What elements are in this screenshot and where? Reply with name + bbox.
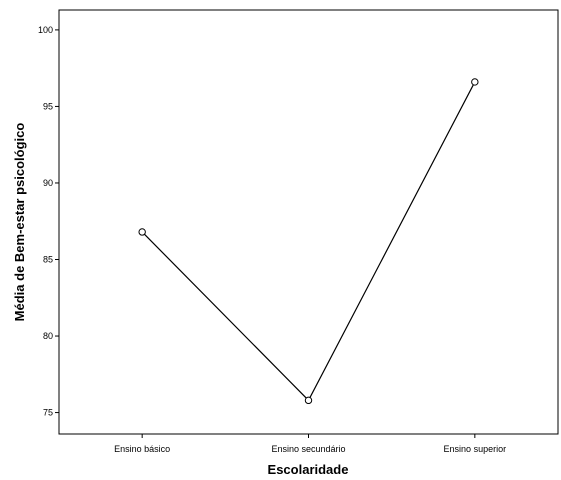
y-tick-label: 85 [43,255,53,265]
y-axis: 75 80 85 90 95 100 [38,25,59,418]
series-path [141,81,476,402]
y-tick-label: 75 [43,408,53,418]
x-axis-title: Escolaridade [268,462,349,477]
data-point [138,228,146,236]
data-point [304,396,313,405]
y-tick-label: 95 [43,101,53,111]
series-line [138,78,479,405]
data-point [471,78,479,86]
x-tick-label: Ensino superior [444,444,507,454]
y-axis-title: Média de Bem-estar psicológico [12,123,27,322]
y-tick-label: 90 [43,178,53,188]
plot-frame [58,9,559,435]
x-tick-label: Ensino básico [114,444,170,454]
y-tick-label: 80 [43,331,53,341]
x-tick-label: Ensino secundário [271,444,345,454]
x-axis: Ensino básico Ensino secundário Ensino sup… [114,434,506,454]
y-tick-label: 100 [38,25,53,35]
